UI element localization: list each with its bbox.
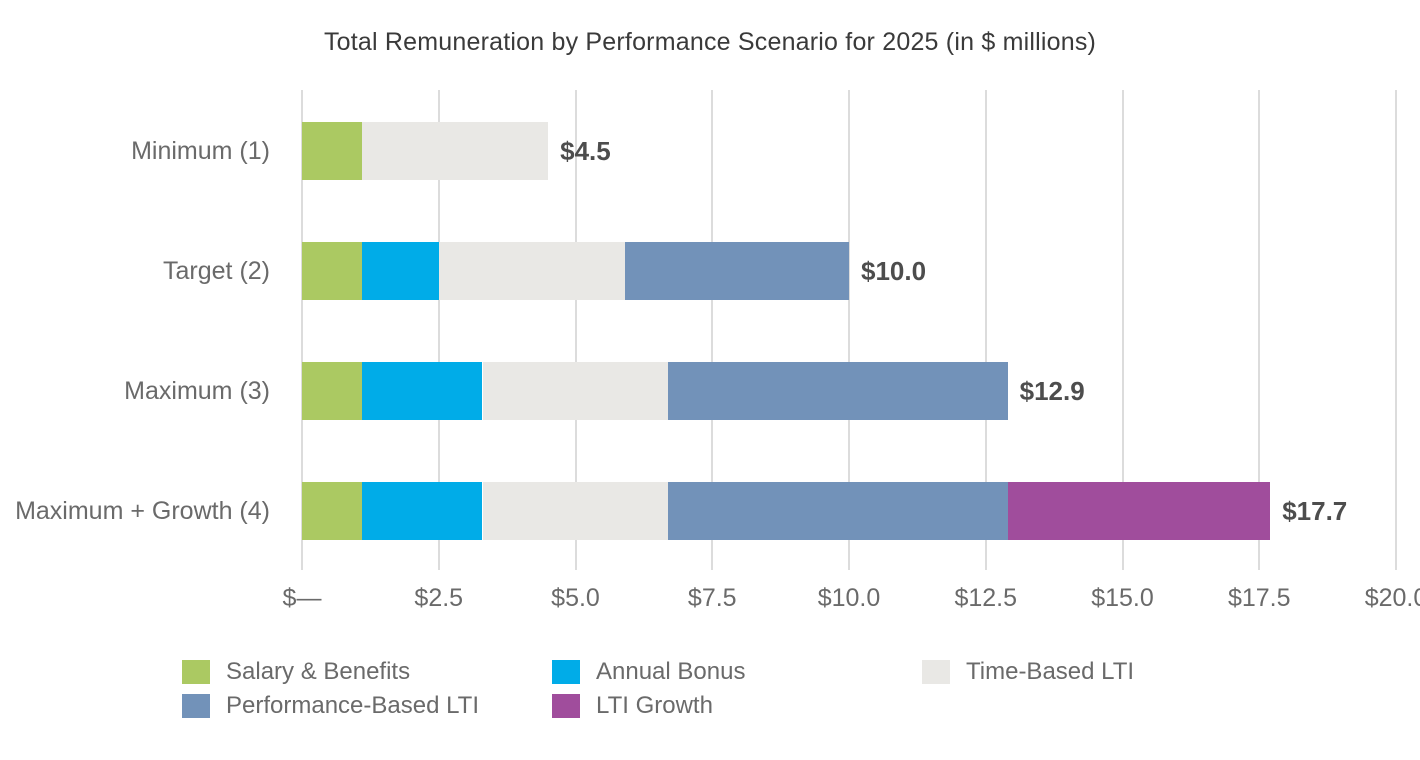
chart-title: Total Remuneration by Performance Scenar… xyxy=(323,28,1097,56)
gridline xyxy=(574,90,577,570)
bar-segment-performance-based-lti xyxy=(668,482,1008,540)
legend-item-label: Performance-Based LTI xyxy=(226,692,479,719)
bar-total-label: $17.7 xyxy=(1282,496,1348,526)
bar-segment-performance-based-lti xyxy=(624,242,849,300)
bar-segment-salary-benefits xyxy=(302,482,363,540)
legend-swatch-icon xyxy=(922,660,950,684)
x-tick-label: $10.0 xyxy=(817,584,881,612)
gridline xyxy=(437,90,440,570)
x-tick-label: $2.5 xyxy=(414,584,464,612)
legend-swatch-icon xyxy=(552,660,580,684)
gridline xyxy=(301,90,303,570)
legend-item-label: LTI Growth xyxy=(596,692,713,719)
x-tick-label: $17.5 xyxy=(1227,584,1291,612)
x-tick-label: $5.0 xyxy=(551,584,600,612)
bar-total-label: $10.0 xyxy=(861,256,927,286)
legend-item-annual-bonus: Annual Bonus xyxy=(552,658,922,686)
bar-segment-time-based-lti xyxy=(482,482,669,540)
legend-swatch-icon xyxy=(552,694,580,718)
gridline xyxy=(848,90,850,570)
bar-segment-annual-bonus xyxy=(362,482,483,540)
gridline xyxy=(1258,90,1261,570)
legend-item-lti-growth: LTI Growth xyxy=(552,692,922,720)
legend-swatch-icon xyxy=(182,694,210,718)
bar-segment-time-based-lti xyxy=(362,122,549,180)
category-label: Maximum (3) xyxy=(124,377,270,405)
x-tick-label: $15.0 xyxy=(1091,584,1154,612)
legend-swatch-icon xyxy=(182,660,210,684)
x-tick-label: $20.0 xyxy=(1364,584,1420,612)
x-tick-label: $12.5 xyxy=(954,584,1018,612)
gridline xyxy=(1395,90,1397,570)
gridline xyxy=(711,90,714,570)
bar-segment-time-based-lti xyxy=(438,242,625,300)
bar-segment-time-based-lti xyxy=(482,362,669,420)
category-label: Maximum + Growth (4) xyxy=(15,497,270,525)
gridline xyxy=(1121,90,1124,570)
legend-item-label: Annual Bonus xyxy=(596,658,746,685)
bar-segment-salary-benefits xyxy=(302,122,363,180)
x-tick-label: $7.5 xyxy=(687,584,737,612)
bar-segment-annual-bonus xyxy=(362,362,483,420)
bar-segment-salary-benefits xyxy=(302,362,363,420)
category-label: Minimum (1) xyxy=(131,137,270,165)
bar-total-label: $12.9 xyxy=(1019,376,1085,406)
category-label: Target (2) xyxy=(163,257,270,285)
bar-total-label: $4.5 xyxy=(560,136,611,166)
legend-item-salary-benefits: Salary & Benefits xyxy=(182,658,552,686)
bar-segment-performance-based-lti xyxy=(668,362,1008,420)
bar-segment-lti-growth xyxy=(1007,482,1271,540)
x-tick-label: $— xyxy=(282,584,322,612)
legend-item-time-based-lti: Time-Based LTI xyxy=(922,658,1292,686)
legend: Salary & Benefits Annual Bonus Time-Based … xyxy=(182,658,1292,720)
legend-item-label: Time-Based LTI xyxy=(966,658,1135,685)
legend-item-label: Salary & Benefits xyxy=(226,658,411,685)
legend-item-performance-based-lti: Performance-Based LTI xyxy=(182,692,552,720)
bar-segment-salary-benefits xyxy=(302,242,363,300)
bar-segment-annual-bonus xyxy=(362,242,439,300)
gridline xyxy=(984,90,987,570)
